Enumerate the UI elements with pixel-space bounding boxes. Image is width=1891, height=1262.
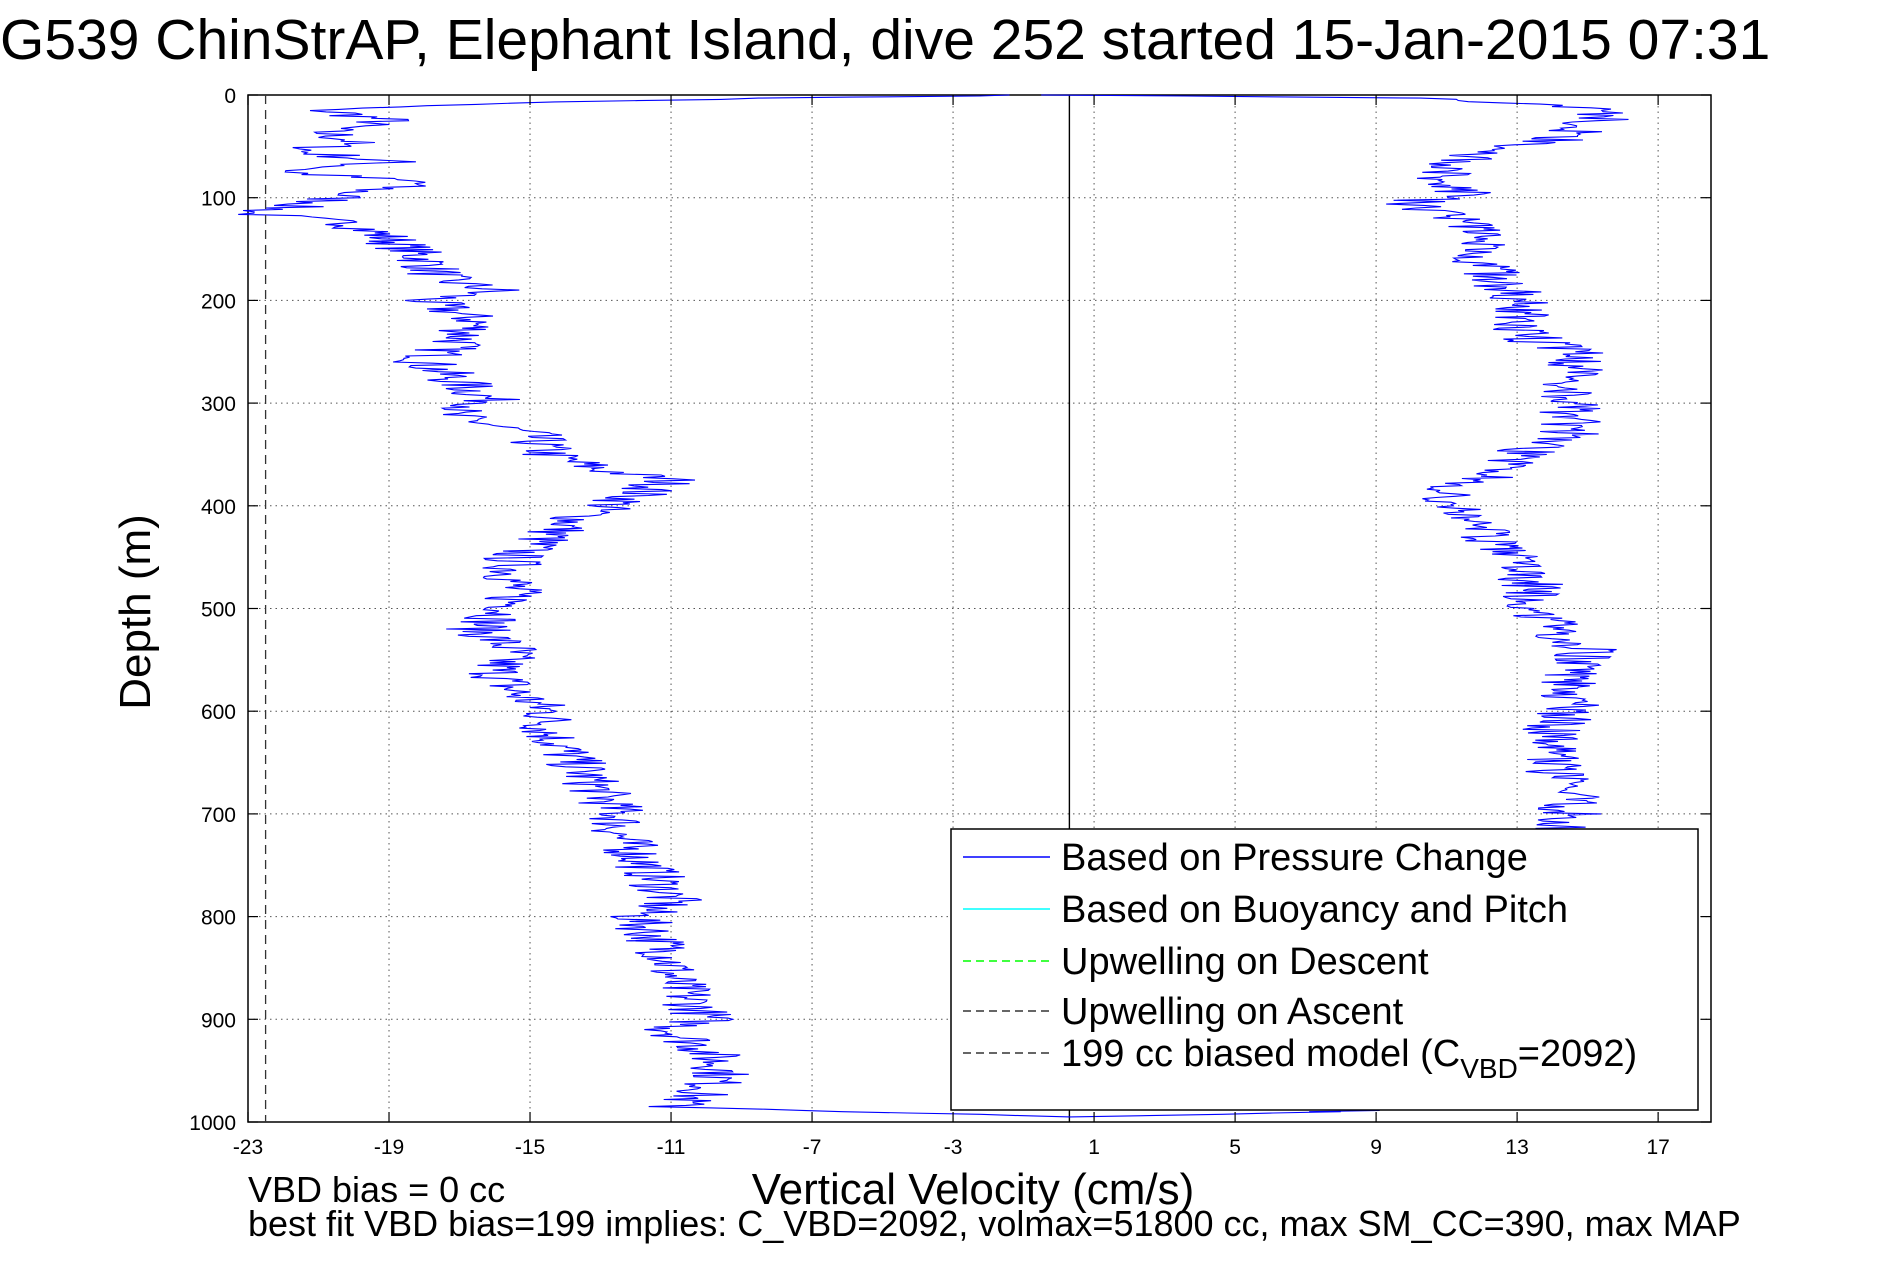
pressure-change-descent-line: [238, 94, 1341, 1118]
y-tick-label: 400: [201, 496, 236, 519]
best-fit-note: best fit VBD bias=199 implies: C_VBD=209…: [248, 1203, 1741, 1244]
y-tick-label: 0: [224, 85, 236, 108]
legend: Based on Pressure Change Based on Buoyanc…: [950, 828, 1699, 1111]
axis-ticks: [247, 94, 1711, 1123]
y-tick-labels: 0 100 200 300 400 500 600 700 800 900 1000: [189, 85, 236, 1135]
x-tick-label: -11: [657, 1136, 686, 1159]
x-tick-label: -23: [233, 1136, 263, 1159]
y-tick-label: 500: [201, 599, 236, 622]
y-tick-label: 1000: [189, 1112, 236, 1135]
y-tick-label: 900: [201, 1009, 236, 1032]
y-tick-label: 200: [201, 290, 236, 313]
legend-entry: Upwelling on Ascent: [1061, 991, 1404, 1033]
x-tick-label: 9: [1370, 1136, 1382, 1159]
y-tick-label: 700: [201, 804, 236, 827]
x-tick-label: -19: [374, 1136, 404, 1159]
y-tick-label: 300: [201, 393, 236, 416]
x-tick-label: -15: [515, 1136, 545, 1159]
legend-box: [950, 828, 1699, 1111]
x-tick-label: 5: [1229, 1136, 1241, 1159]
x-tick-label: 17: [1646, 1136, 1669, 1159]
x-tick-label: -3: [944, 1136, 963, 1159]
legend-entry: Based on Buoyancy and Pitch: [1061, 889, 1568, 931]
y-tick-label: 600: [201, 701, 236, 724]
x-tick-labels: -23 -19 -15 -11 -7 -3 1 5 9 13 17: [233, 1136, 1670, 1159]
y-tick-label: 800: [201, 907, 236, 930]
chart-title: G539 ChinStrAP, Elephant Island, dive 25…: [0, 8, 1771, 72]
y-axis-label: Depth (m): [111, 514, 160, 710]
x-tick-label: 13: [1505, 1136, 1528, 1159]
x-axis-label: Vertical Velocity (cm/s): [752, 1165, 1195, 1214]
vbd-bias-note: VBD bias = 0 cc: [248, 1169, 506, 1210]
x-tick-label: -7: [803, 1136, 822, 1159]
y-tick-label: 100: [201, 188, 236, 211]
x-tick-label: 1: [1088, 1136, 1100, 1159]
legend-entry: Based on Pressure Change: [1061, 837, 1528, 879]
legend-entry: Upwelling on Descent: [1061, 941, 1429, 983]
